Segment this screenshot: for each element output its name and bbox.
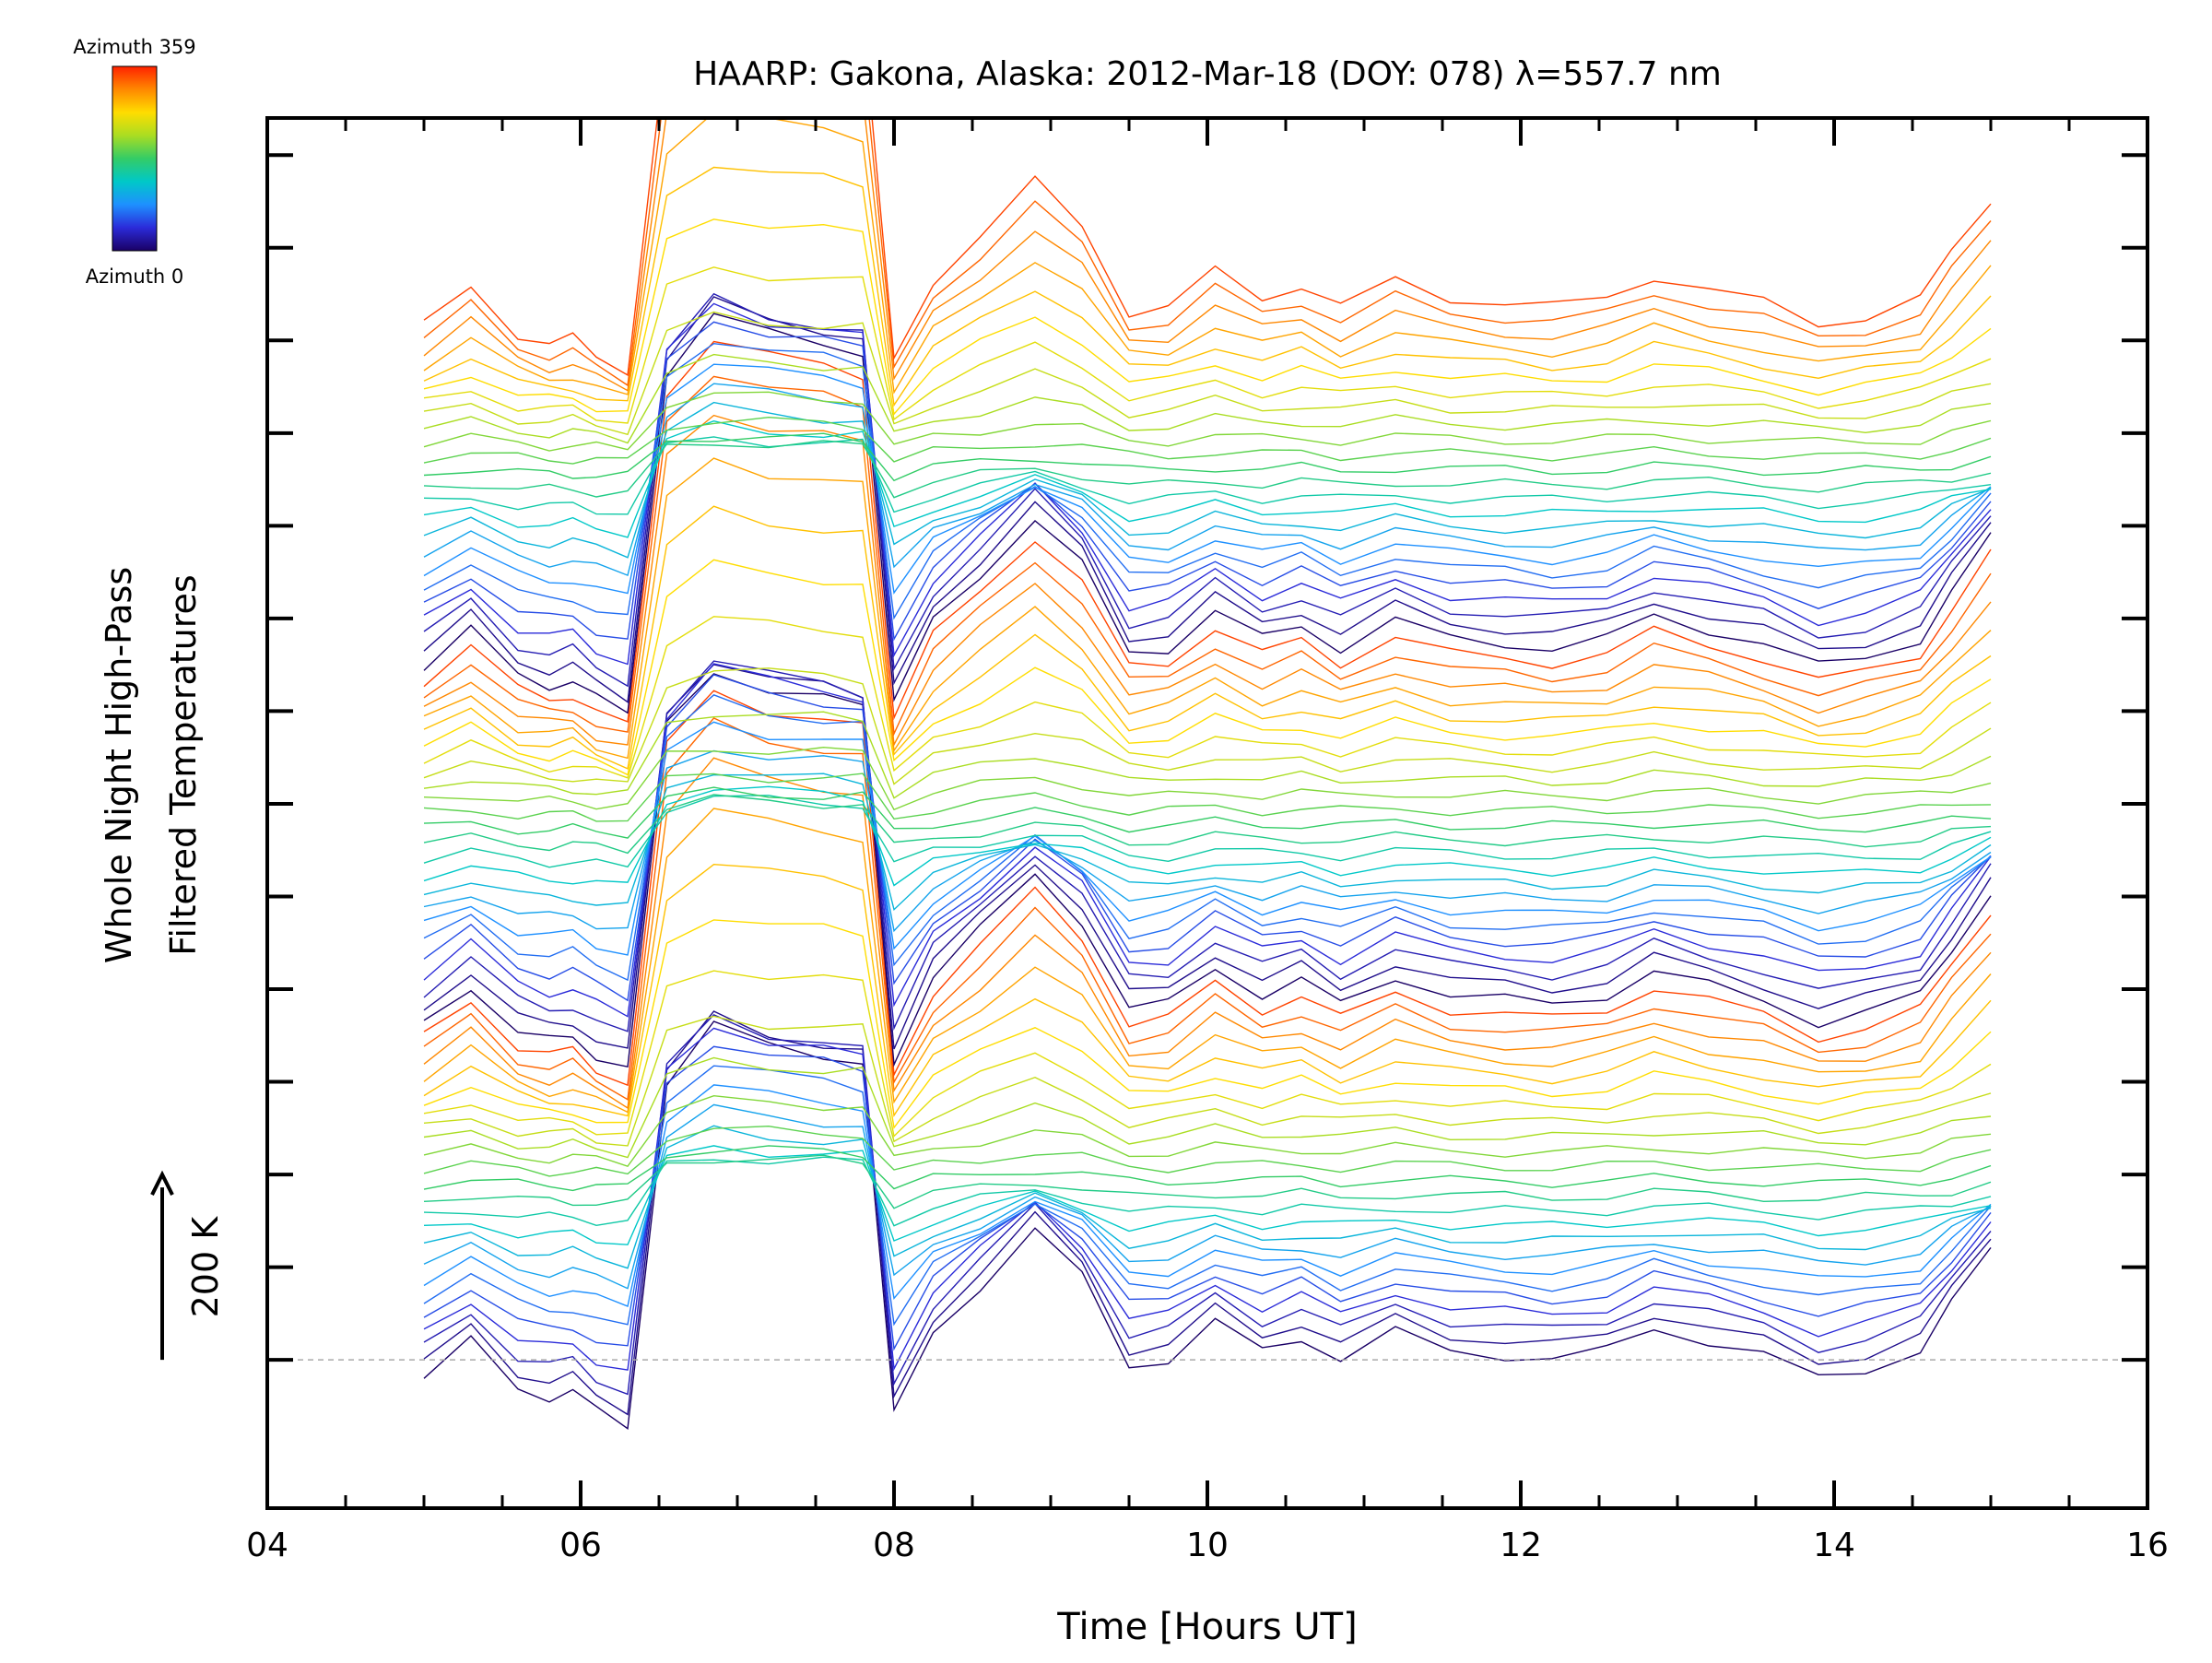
- series-line: [423, 795, 1992, 868]
- series-line: [423, 1013, 1992, 1396]
- series-line: [423, 1094, 1992, 1168]
- series-line: [423, 313, 1992, 714]
- series-line: [423, 505, 1992, 770]
- series-line: [423, 773, 1992, 912]
- series-line: [423, 166, 1992, 407]
- series-line: [423, 1045, 1992, 1351]
- x-tick-label: 10: [1186, 1527, 1229, 1564]
- colorbar-gradient: [112, 65, 158, 252]
- series-line: [423, 375, 1992, 737]
- x-tick-label: 06: [559, 1527, 602, 1564]
- scale-arrow-icon: [150, 1170, 174, 1196]
- series-line: [423, 1015, 1992, 1147]
- series-line: [423, 786, 1992, 839]
- series-line: [423, 919, 1992, 1130]
- series-group: [423, 118, 1992, 1430]
- series-line: [423, 363, 1992, 595]
- series-line: [423, 1056, 1992, 1159]
- y-axis-label-line1: Whole Night High-Pass: [99, 567, 139, 963]
- axis-ticks: 04 06 08 10 12 14 16: [246, 118, 2169, 1564]
- series-line: [423, 311, 1992, 436]
- series-line: [423, 674, 1992, 1002]
- series-line: [423, 717, 1992, 1101]
- series-line: [423, 785, 1992, 887]
- series-line: [423, 419, 1992, 538]
- series-line: [423, 660, 1992, 1032]
- series-line: [423, 667, 1992, 785]
- series-line: [423, 1010, 1992, 1416]
- colorbar-top-label: Azimuth 359: [73, 36, 195, 58]
- series-line: [423, 353, 1992, 444]
- series-line: [423, 749, 1992, 933]
- series-line: [423, 711, 1992, 799]
- series-line: [423, 416, 1992, 465]
- series-line: [423, 1125, 1992, 1269]
- series-line: [423, 118, 1992, 392]
- colorbar: Azimuth 359 Azimuth 0: [73, 36, 195, 288]
- series-line: [423, 1156, 1992, 1227]
- series-line: [423, 266, 1992, 424]
- series-line: [423, 616, 1992, 779]
- series-line: [423, 808, 1992, 1114]
- scale-label: 200 K: [185, 1216, 226, 1318]
- series-line: [423, 1145, 1992, 1192]
- series-line: [423, 292, 1992, 688]
- series-line: [423, 118, 1992, 395]
- x-tick-label: 16: [2126, 1527, 2169, 1564]
- x-tick-label: 04: [246, 1527, 288, 1564]
- series-line: [423, 342, 1992, 620]
- x-tick-label: 08: [873, 1527, 915, 1564]
- series-line: [423, 457, 1992, 760]
- series-line: [423, 302, 1992, 666]
- series-line: [423, 340, 1992, 723]
- series-line: [423, 746, 1992, 811]
- series-line: [423, 432, 1992, 482]
- series-line: [423, 1103, 1992, 1290]
- x-tick-label: 12: [1500, 1527, 1542, 1564]
- series-line: [423, 321, 1992, 642]
- series-line: [423, 663, 1992, 1018]
- colorbar-bottom-label: Azimuth 0: [86, 265, 184, 288]
- series-line: [423, 1084, 1992, 1307]
- series-line: [423, 664, 1992, 1050]
- series-line: [423, 1125, 1992, 1177]
- series-line: [423, 1154, 1992, 1209]
- x-axis-label: Time [Hours UT]: [1056, 1606, 1357, 1648]
- x-tick-label: 14: [1813, 1527, 1855, 1564]
- series-line: [423, 673, 1992, 1068]
- series-line: [423, 721, 1992, 956]
- series-line: [423, 690, 1992, 1087]
- series-line: [423, 559, 1992, 776]
- series-line: [423, 970, 1992, 1138]
- series-line: [423, 440, 1992, 499]
- series-line: [423, 693, 1992, 982]
- series-line: [423, 118, 1992, 387]
- series-line: [423, 1145, 1992, 1245]
- series-line: [423, 1027, 1992, 1372]
- series-line: [423, 296, 1992, 703]
- series-line: [423, 401, 1992, 559]
- series-line: [423, 391, 1992, 452]
- series-line: [423, 414, 1992, 748]
- series-line: [423, 757, 1992, 1110]
- series-line: [423, 218, 1992, 416]
- series-line: [423, 436, 1992, 515]
- series-line: [423, 118, 1992, 377]
- y-axis-label-line2: Filtered Temperatures: [163, 574, 204, 955]
- series-line: [423, 383, 1992, 577]
- series-line: [423, 794, 1992, 855]
- series-line: [423, 863, 1992, 1117]
- series-line: [423, 1020, 1992, 1430]
- chart-title: HAARP: Gakona, Alaska: 2012-Mar-18 (DOY:…: [693, 55, 1722, 93]
- scale-bar: 200 K: [150, 1170, 226, 1361]
- series-line: [423, 1065, 1992, 1327]
- series-line: [423, 773, 1992, 822]
